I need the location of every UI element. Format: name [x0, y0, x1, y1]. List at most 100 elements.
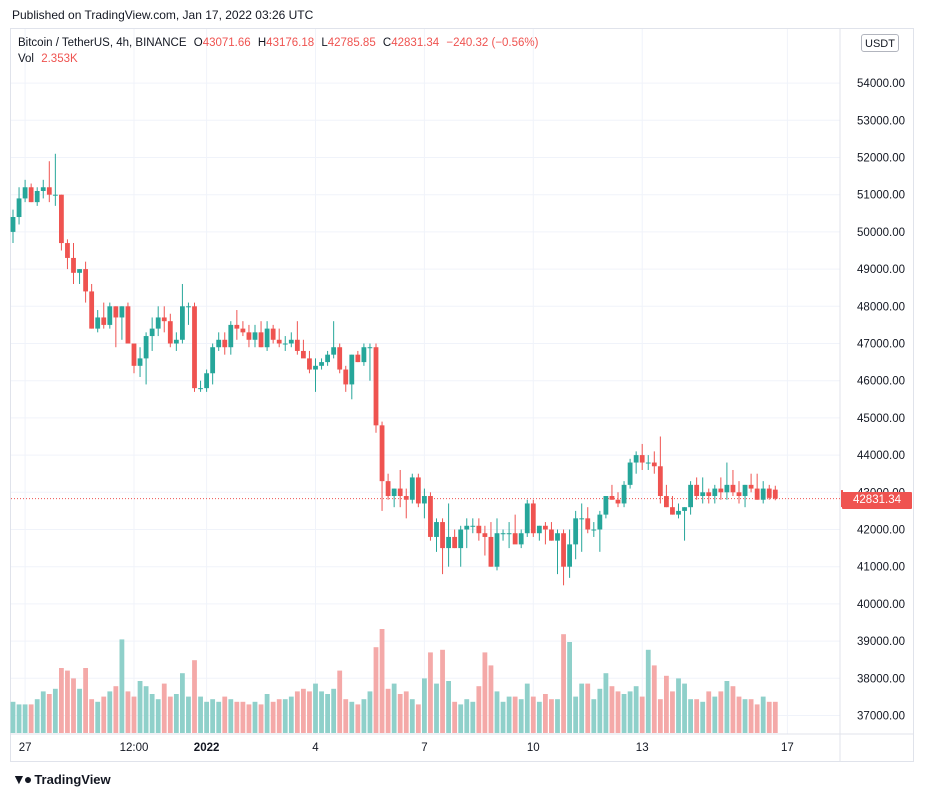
candle-body: [518, 533, 524, 545]
volume-bar: [222, 696, 228, 733]
candle-body: [409, 477, 415, 500]
candle-body: [772, 489, 778, 499]
volume-bar: [742, 699, 748, 733]
volume-bar: [192, 660, 197, 733]
last-price-label: 42831.34: [842, 492, 912, 509]
candle-body: [766, 488, 772, 498]
volume-bar: [149, 694, 155, 733]
candle-body: [367, 347, 373, 349]
volume-bar: [361, 699, 367, 733]
candle-body: [186, 306, 191, 308]
volume-bar: [549, 699, 554, 733]
y-tick-label: 48000.00: [857, 301, 905, 313]
candle-body: [754, 488, 760, 500]
volume-bar: [700, 701, 706, 733]
volume-bar: [313, 683, 318, 733]
volume-bar: [500, 701, 506, 733]
volume-bar: [676, 678, 681, 733]
candle-body: [524, 503, 530, 534]
x-tick-label: 7: [421, 742, 427, 754]
y-tick-label: 44000.00: [857, 450, 905, 462]
candle-body: [319, 362, 324, 366]
volume-bar: [766, 701, 772, 733]
candle-body: [555, 533, 560, 541]
candle-body: [264, 328, 270, 348]
volume-bar: [10, 701, 16, 733]
candle-body: [385, 481, 391, 497]
volume-bar: [95, 701, 101, 733]
candle-body: [700, 492, 706, 497]
candle-body: [361, 347, 367, 363]
volume-bar: [186, 696, 191, 733]
candle-body: [16, 198, 22, 218]
volume-bar: [536, 701, 542, 733]
candle-body: [597, 514, 603, 530]
volume-bar: [706, 691, 712, 733]
volume-bar: [555, 699, 560, 733]
candle-body: [101, 317, 107, 325]
candle-body: [22, 187, 28, 199]
candle-body: [694, 484, 700, 497]
candle-body: [192, 306, 197, 389]
volume-bar: [40, 691, 46, 733]
volume-bar: [89, 699, 95, 733]
candle-body: [307, 358, 312, 370]
candle-body: [760, 488, 766, 500]
candle-body: [476, 525, 482, 534]
volume-bar: [28, 704, 34, 733]
y-tick-label: 51000.00: [857, 190, 905, 202]
x-tick-label: 2022: [194, 742, 220, 754]
candle-body: [397, 488, 403, 497]
published-caption: Published on TradingView.com, Jan 17, 20…: [12, 8, 314, 22]
volume-bar: [240, 701, 246, 733]
candle-body: [422, 496, 427, 504]
volume-bar: [506, 696, 512, 733]
volume-bar: [609, 686, 615, 733]
y-tick-label: 41000.00: [857, 562, 905, 574]
candle-body: [633, 455, 639, 463]
candle-body: [325, 354, 330, 363]
volume-bar: [155, 699, 161, 733]
currency-button[interactable]: USDT: [861, 34, 899, 52]
candle-body: [40, 187, 46, 191]
candle-body: [113, 306, 119, 318]
volume-bar: [494, 691, 500, 733]
candle-body: [434, 522, 439, 537]
volume-bar: [748, 699, 754, 733]
volume-bar: [210, 699, 216, 733]
y-tick-label: 37000.00: [857, 711, 905, 723]
volume-bar: [694, 699, 700, 733]
candle-body: [470, 525, 476, 527]
candle-body: [59, 194, 64, 244]
volume-bar: [464, 699, 470, 733]
volume-bar: [440, 649, 445, 733]
close-label: C: [382, 37, 392, 49]
volume-bar: [621, 694, 627, 733]
volume-bar: [452, 701, 458, 733]
x-tick-label: 10: [527, 742, 540, 754]
volume-bar: [355, 704, 361, 733]
volume-bar: [476, 686, 482, 733]
tradingview-logo[interactable]: ▼● TradingView: [12, 771, 111, 787]
candle-body: [458, 529, 464, 549]
chart-frame: [10, 28, 914, 762]
candle-body: [706, 492, 712, 497]
symbol-label[interactable]: Bitcoin / TetherUS, 4h, BINANCE: [18, 37, 187, 49]
candle-body: [724, 484, 730, 493]
volume-bar: [670, 691, 675, 733]
x-tick-label: 13: [636, 742, 649, 754]
candle-body: [28, 187, 34, 203]
candle-body: [216, 339, 222, 348]
volume-bar: [343, 699, 349, 733]
candle-body: [337, 347, 343, 370]
volume-bar: [119, 639, 125, 733]
candle-body: [748, 484, 754, 489]
volume-bar: [657, 699, 663, 733]
volume-bar: [718, 691, 724, 733]
candle-body: [331, 347, 337, 355]
candle-body: [234, 324, 240, 329]
candle-body: [561, 533, 566, 567]
y-tick-label: 54000.00: [857, 78, 905, 90]
volume-bar: [530, 696, 536, 733]
